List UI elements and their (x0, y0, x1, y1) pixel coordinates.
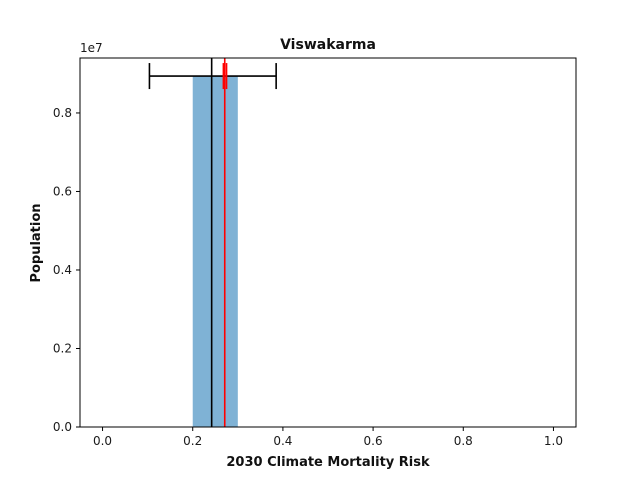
x-tick-label: 0.2 (183, 434, 202, 448)
chart-title: Viswakarma (280, 37, 376, 53)
y-offset-label: 1e7 (80, 41, 103, 55)
x-tick-label: 0.6 (364, 434, 383, 448)
y-tick-label: 0.4 (53, 263, 72, 277)
x-tick-label: 0.4 (273, 434, 292, 448)
plot-frame (79, 57, 577, 428)
y-tick-label: 0.8 (53, 106, 72, 120)
y-tick-label: 0.2 (53, 341, 72, 355)
y-axis-label: Population (29, 203, 44, 282)
x-tick-label: 1.0 (544, 434, 563, 448)
x-axis-label: 2030 Climate Mortality Risk (226, 455, 430, 470)
y-tick-label: 0.0 (53, 420, 72, 434)
y-tick-label: 0.6 (53, 184, 72, 198)
x-tick-label: 0.8 (454, 434, 473, 448)
histogram-bar (192, 76, 238, 428)
x-tick-label: 0.0 (93, 434, 112, 448)
